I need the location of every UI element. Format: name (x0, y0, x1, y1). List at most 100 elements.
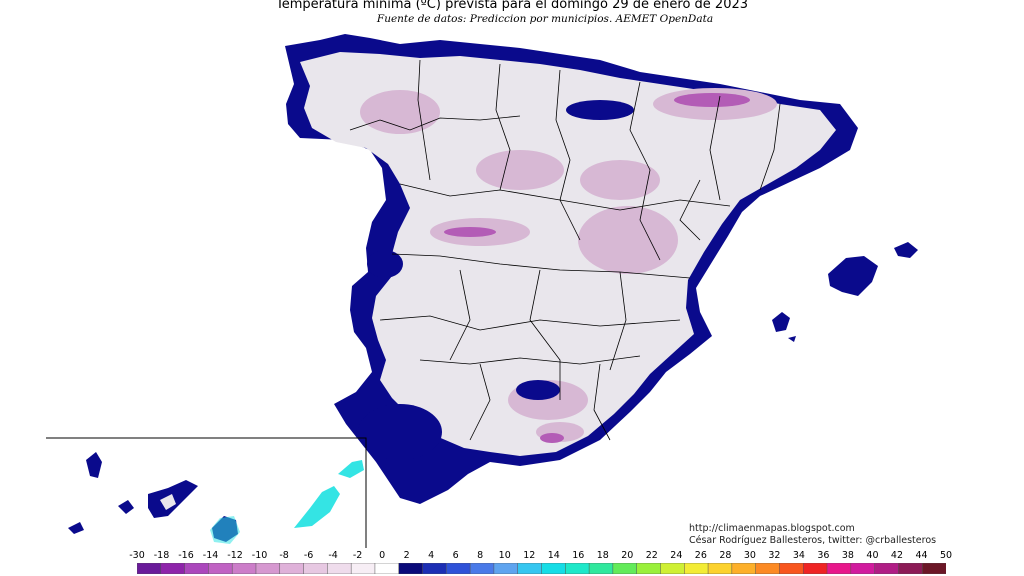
legend-swatch (469, 563, 495, 574)
cold-zone-ebro-valley (566, 100, 634, 120)
legend-tick-label: 18 (596, 550, 609, 561)
legend-tick-label: 28 (719, 550, 732, 561)
legend-swatch (327, 563, 352, 574)
legend-swatch (588, 563, 614, 574)
legend-swatch (802, 563, 828, 574)
legend-swatch (921, 563, 946, 574)
pink-zone-ebro (580, 160, 660, 200)
legend-swatch (422, 563, 447, 574)
temperature-map (46, 34, 918, 548)
pink-zone-duero (476, 150, 564, 190)
credit-blog-url: http://climaenmapas.blogspot.com (689, 523, 855, 534)
legend-tick-label: -4 (328, 550, 338, 561)
legend-swatch (303, 563, 328, 574)
legend-tick-label: -6 (303, 550, 314, 561)
legend-swatch (660, 563, 685, 574)
magenta-zone-sierra-nevada (540, 433, 564, 443)
legend-tick-label: 24 (670, 550, 683, 561)
legend-tick-label: -30 (129, 550, 145, 561)
legend-tick-label: -18 (153, 550, 170, 561)
legend-swatch (731, 563, 757, 574)
legend-tick-label: 38 (841, 550, 854, 561)
legend-tick-label: 10 (498, 550, 511, 561)
legend-tick-label: 42 (890, 550, 904, 561)
legend-swatch (350, 563, 376, 574)
canary-inset-frame (46, 437, 367, 548)
legend-swatch (446, 563, 471, 574)
province-borders (349, 59, 781, 441)
legend-swatch (898, 563, 923, 574)
formentera (788, 336, 796, 342)
pink-zone-cantabrian (360, 90, 440, 134)
la-palma (86, 452, 102, 478)
fuerteventura (294, 486, 340, 528)
iberian-peninsula (285, 34, 858, 504)
mallorca (828, 256, 878, 296)
legend-swatch (398, 563, 424, 574)
legend-tick-label: 26 (694, 550, 707, 561)
legend-swatch (779, 563, 804, 574)
map-title: Temperatura mínima (ºC) prevista para el… (275, 0, 749, 12)
legend-swatch (874, 563, 900, 574)
legend-tick-label: -2 (352, 550, 363, 561)
legend-swatch (208, 563, 233, 574)
la-gomera (118, 500, 134, 514)
legend-swatch (565, 563, 590, 574)
legend-swatch (184, 563, 210, 574)
credit-author: César Rodríguez Ballesteros, twitter: @c… (689, 535, 937, 546)
ibiza (772, 312, 790, 332)
legend-tick-label: 34 (792, 550, 805, 561)
balearic-islands (772, 242, 918, 342)
legend-swatch (826, 563, 852, 574)
legend-swatch (850, 563, 876, 574)
menorca (894, 242, 918, 258)
legend-tick-label: -16 (178, 550, 194, 561)
legend-tick-label: -10 (251, 550, 268, 561)
legend-tick-label: 20 (621, 550, 634, 561)
pink-zone-iberian-system (578, 206, 678, 274)
legend-swatch (755, 563, 781, 574)
legend-tick-label: -12 (227, 550, 243, 561)
legend-swatch (255, 563, 281, 574)
legend-tick-label: -8 (279, 550, 289, 561)
legend-swatch (137, 563, 162, 574)
legend-tick-label: 44 (915, 550, 928, 561)
magenta-zone-pyrenees (674, 93, 750, 107)
cold-zone-tagus-west (367, 250, 403, 278)
cold-zone-guadalquivir (358, 404, 442, 460)
legend-tick-label: 32 (768, 550, 781, 561)
legend-swatch (636, 563, 662, 574)
legend-swatch (160, 563, 186, 574)
lanzarote (338, 460, 364, 478)
tenerife-teide-light (160, 494, 176, 510)
canary-islands (68, 452, 364, 544)
gran-canaria-outer (210, 516, 240, 544)
legend-tick-label: 8 (477, 550, 484, 561)
legend-tick-label: 14 (547, 550, 560, 561)
map-subtitle: Fuente de datos: Prediccion por municipi… (376, 13, 714, 25)
legend-tick-label: 0 (379, 550, 386, 561)
legend-swatch (684, 563, 709, 574)
legend-color-bar (137, 563, 946, 574)
legend-tick-label: -14 (202, 550, 219, 561)
el-hierro (68, 522, 84, 534)
legend-tick-label: 12 (523, 550, 536, 561)
legend-tick-label: 30 (743, 550, 756, 561)
legend-swatch (374, 563, 400, 574)
legend-swatch (517, 563, 543, 574)
legend-swatch (279, 563, 305, 574)
cold-zone-jaen (516, 380, 560, 400)
legend-tick-label: 40 (866, 550, 879, 561)
peninsula-interior (300, 52, 836, 456)
legend-tick-label: 6 (452, 550, 459, 561)
legend-swatch (541, 563, 566, 574)
legend-swatch (493, 563, 519, 574)
legend-tick-label: 2 (403, 550, 410, 561)
legend-swatch (612, 563, 638, 574)
legend-swatch (231, 563, 257, 574)
legend-tick-labels: -30 -18 -16 -14 -12 -10 -8 -6 -4 -2 0 2 4 6 8 10 12 14 16 1… (0, 550, 1024, 562)
magenta-zone-gredos (444, 227, 496, 237)
legend-tick-label: 22 (645, 550, 658, 561)
legend-tick-label: 50 (939, 550, 953, 561)
legend-tick-label: 16 (572, 550, 585, 561)
